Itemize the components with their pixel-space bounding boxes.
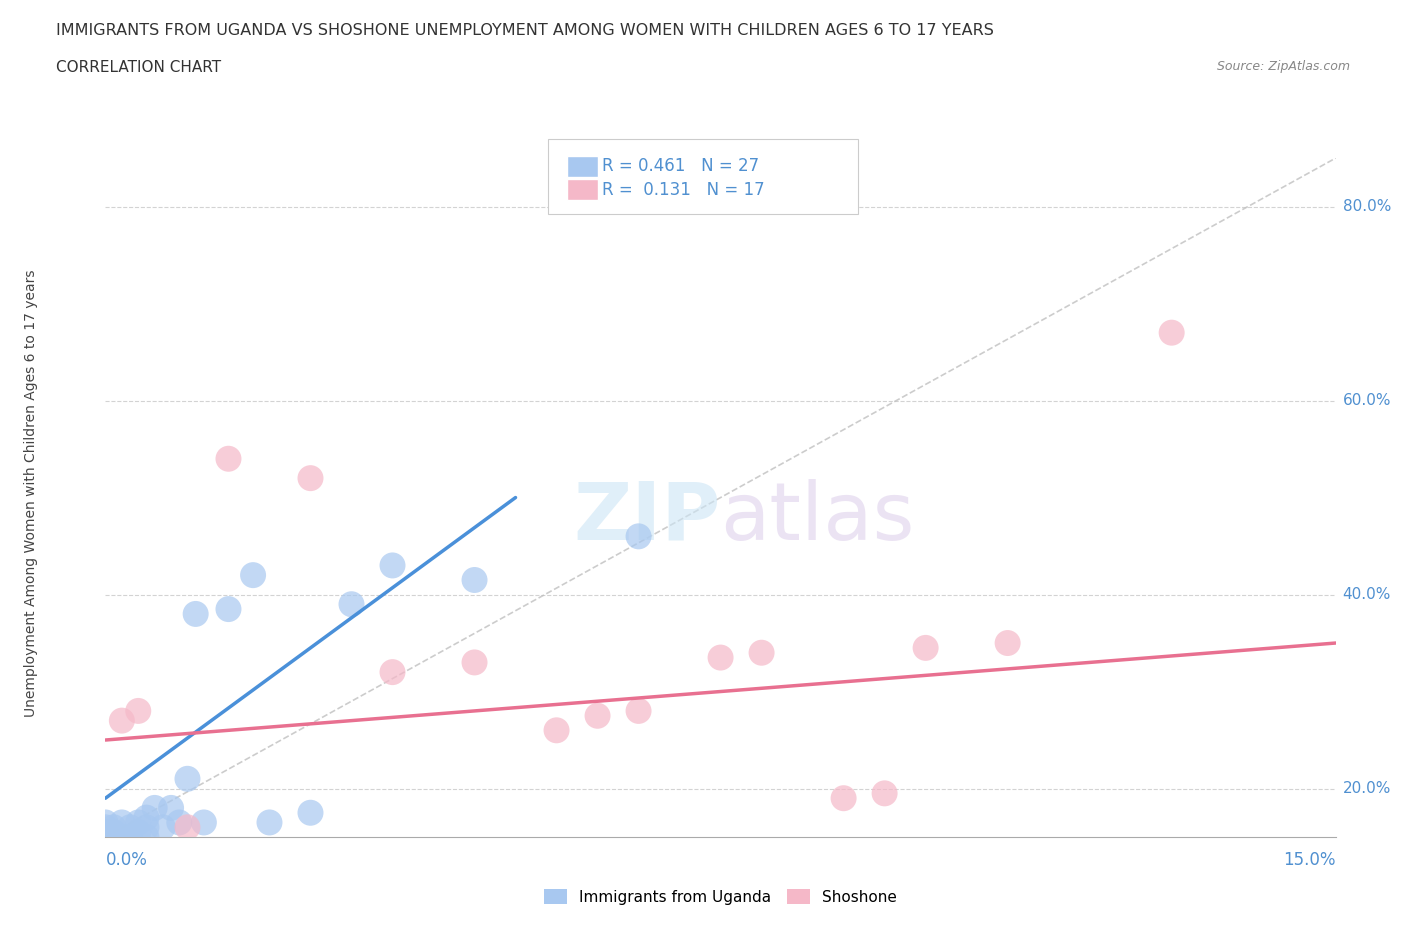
Text: 0.0%: 0.0% (105, 851, 148, 869)
Point (242, 567, 264, 582)
Point (381, 558, 404, 573)
Point (143, 801, 166, 816)
Text: ZIP: ZIP (574, 479, 721, 557)
Point (464, 655, 486, 670)
Point (135, 830, 157, 844)
Point (127, 825, 149, 840)
Text: atlas: atlas (721, 479, 915, 557)
Point (873, 786, 896, 801)
Point (751, 645, 773, 660)
Point (176, 820, 198, 835)
Text: CORRELATION CHART: CORRELATION CHART (56, 60, 221, 75)
Point (120, 820, 141, 835)
Point (94, 820, 117, 835)
Point (193, 815, 215, 830)
Point (160, 801, 183, 816)
Point (546, 723, 568, 737)
Point (340, 597, 363, 612)
Point (710, 650, 733, 665)
Point (259, 815, 281, 830)
Text: 40.0%: 40.0% (1343, 587, 1391, 602)
Point (381, 665, 404, 680)
Point (184, 606, 207, 621)
Point (218, 451, 240, 466)
Text: 80.0%: 80.0% (1343, 199, 1391, 214)
Point (169, 815, 191, 830)
Point (127, 703, 149, 718)
Point (299, 805, 322, 820)
Point (218, 602, 240, 617)
Point (299, 471, 322, 485)
Point (152, 820, 174, 835)
Point (94, 825, 117, 840)
Point (94, 815, 117, 830)
Point (120, 830, 141, 844)
Point (127, 815, 149, 830)
Point (176, 771, 198, 786)
Point (103, 830, 125, 844)
Point (997, 635, 1019, 650)
Point (111, 713, 134, 728)
Point (135, 810, 157, 825)
Text: 60.0%: 60.0% (1343, 393, 1391, 408)
Point (464, 573, 486, 588)
Point (627, 703, 650, 718)
Text: R =  0.131   N = 17: R = 0.131 N = 17 (602, 180, 765, 199)
Point (111, 815, 134, 830)
Text: Unemployment Among Women with Children Ages 6 to 17 years: Unemployment Among Women with Children A… (24, 269, 38, 717)
Text: 15.0%: 15.0% (1284, 851, 1336, 869)
Point (586, 709, 609, 724)
Point (103, 820, 125, 835)
Text: 20.0%: 20.0% (1343, 781, 1391, 796)
Text: Source: ZipAtlas.com: Source: ZipAtlas.com (1216, 60, 1350, 73)
Point (135, 820, 157, 835)
Point (111, 830, 134, 844)
Text: R = 0.461   N = 27: R = 0.461 N = 27 (602, 157, 759, 176)
Point (627, 529, 650, 544)
Point (103, 825, 125, 840)
Text: IMMIGRANTS FROM UGANDA VS SHOSHONE UNEMPLOYMENT AMONG WOMEN WITH CHILDREN AGES 6: IMMIGRANTS FROM UGANDA VS SHOSHONE UNEMP… (56, 23, 994, 38)
Point (1160, 326, 1182, 340)
Point (914, 641, 936, 656)
Legend: Immigrants from Uganda, Shoshone: Immigrants from Uganda, Shoshone (538, 883, 903, 910)
Point (832, 790, 855, 805)
